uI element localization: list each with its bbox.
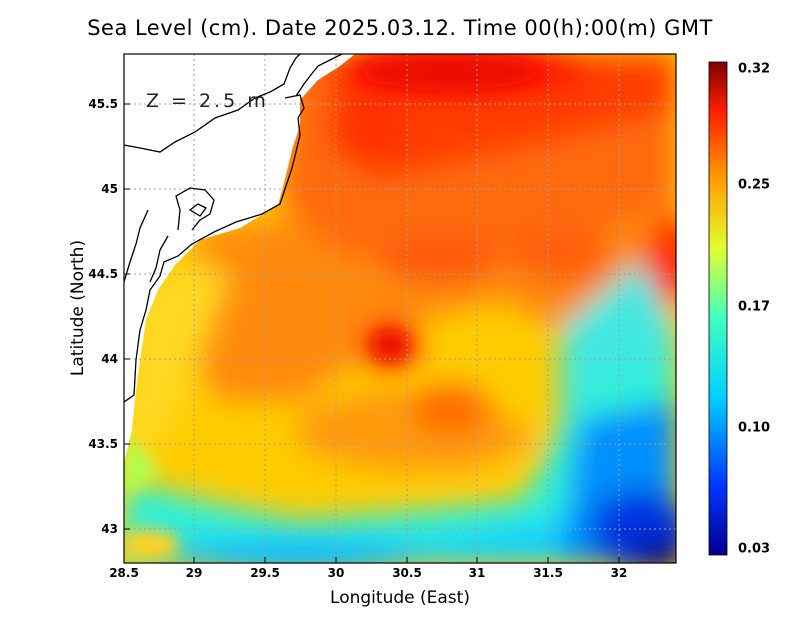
depth-label: Z = 2.5 m <box>146 90 269 112</box>
map-title: Sea Level (cm). Date 2025.03.12. Time 00… <box>87 16 713 40</box>
grid <box>124 54 676 563</box>
x-tick-label: 31 <box>468 566 486 580</box>
colorbar-label: 0.32 <box>738 61 771 77</box>
axis-ticks <box>123 103 620 563</box>
plot-frame <box>123 53 677 564</box>
x-tick-label: 32 <box>610 566 628 580</box>
y-tick-label: 43.5 <box>88 437 118 451</box>
colorbar-label: 0.25 <box>738 177 771 193</box>
colorbar-label: 0.03 <box>738 541 771 557</box>
y-tick-label: 44 <box>101 352 118 366</box>
x-tick-label: 29 <box>185 566 203 580</box>
y-tick-label: 44.5 <box>88 267 118 281</box>
x-tick-label: 31.5 <box>533 566 563 580</box>
y-tick-label: 45.5 <box>88 97 118 111</box>
land-mask <box>124 54 355 462</box>
x-tick-label: 28.5 <box>109 566 139 580</box>
x-tick-label: 30.5 <box>392 566 422 580</box>
y-axis-label: Latitude (North) <box>68 239 88 377</box>
y-tick-label: 45 <box>101 182 118 196</box>
x-tick-label: 29.5 <box>250 566 280 580</box>
colorbar <box>708 61 728 556</box>
coastline <box>124 54 343 403</box>
colorbar-label: 0.17 <box>738 299 771 315</box>
y-tick-label: 43 <box>101 522 118 536</box>
x-tick-label: 30 <box>327 566 345 580</box>
x-axis-label: Longitude (East) <box>330 588 470 608</box>
colorbar-label: 0.10 <box>738 420 771 436</box>
sea-level-field <box>124 54 676 563</box>
